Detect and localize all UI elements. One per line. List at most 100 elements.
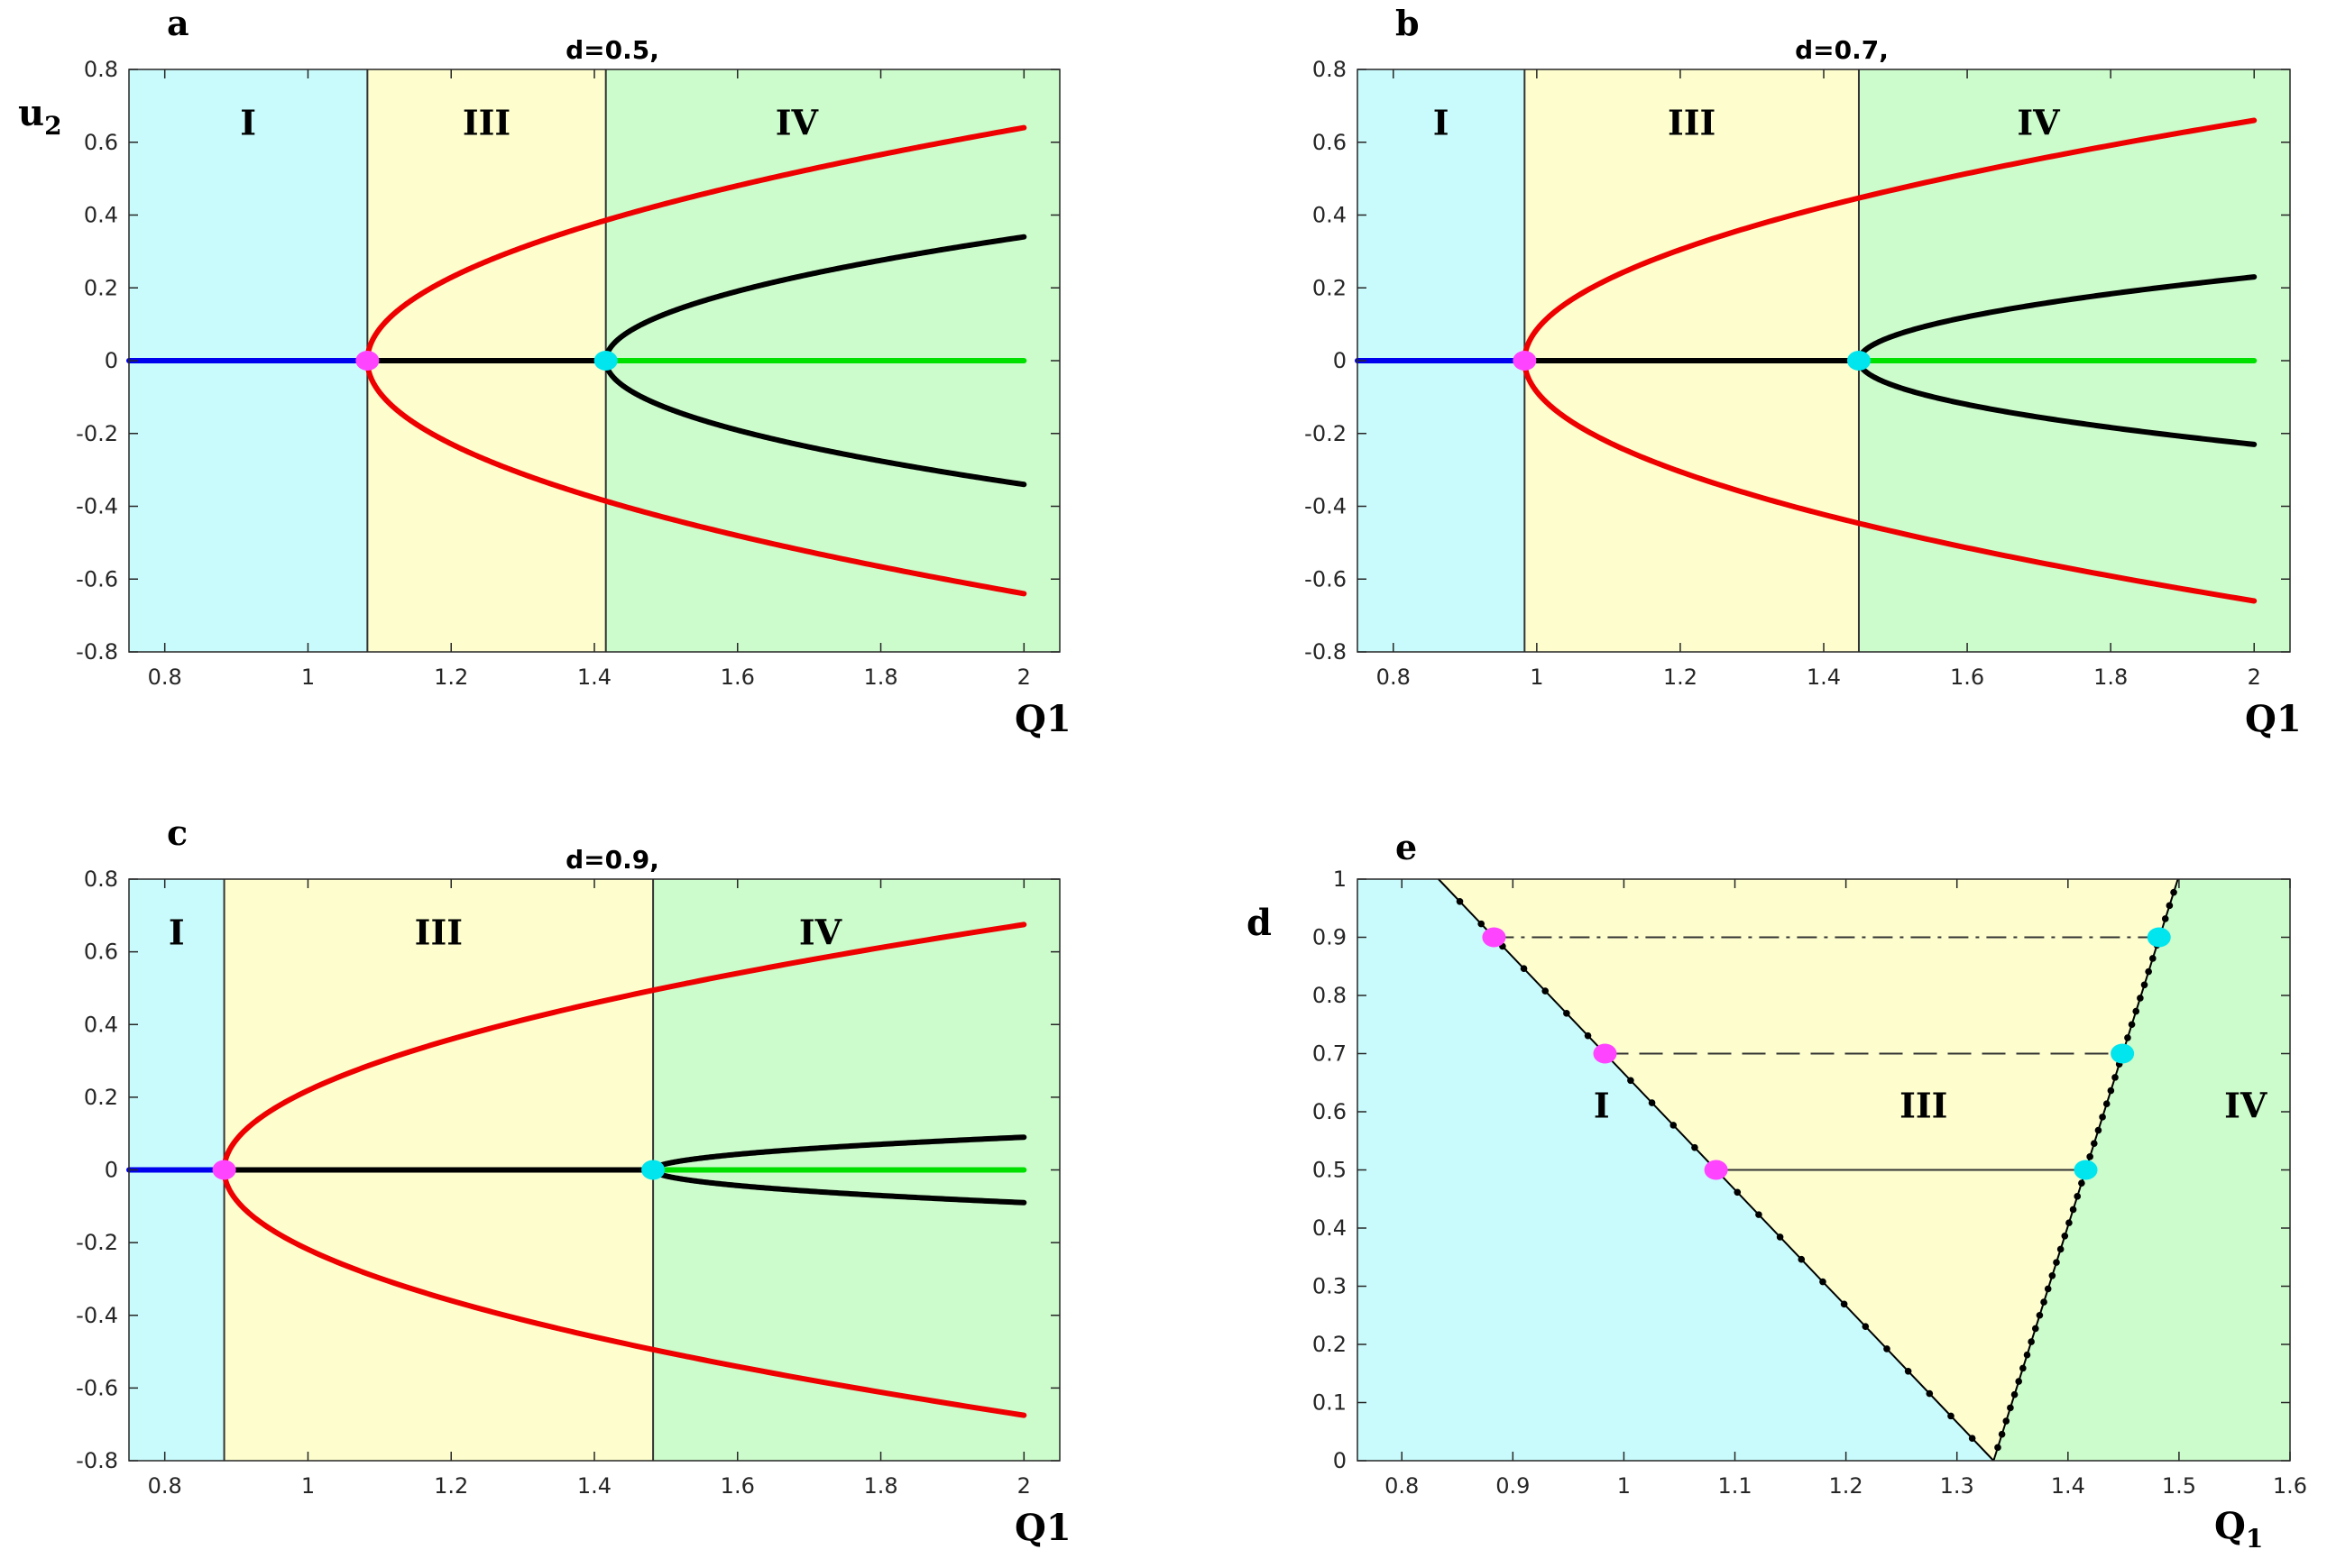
x-tick-label: 1.4 [1807, 665, 1841, 690]
boundary-dot [1669, 1122, 1678, 1129]
boundary-dot [2056, 1245, 2065, 1253]
branch-black-lower [602, 358, 1027, 488]
y-axis-label: d [1246, 902, 1272, 944]
boundary-dot [1798, 1255, 1806, 1263]
y-tick-label: 0.8 [84, 867, 118, 892]
boundary-dot [2166, 902, 2174, 910]
panel-label: b [1395, 3, 1420, 43]
boundary-dot [2140, 981, 2148, 989]
x-tick-label: 2 [1017, 665, 1031, 690]
boundary-dot [2099, 1114, 2106, 1121]
region-label: III [1899, 1085, 1947, 1125]
boundary-dot [2015, 1378, 2022, 1385]
y-tick-label: -0.4 [76, 1303, 118, 1328]
boundary-dot [1734, 1188, 1742, 1197]
boundary-dot [1563, 1010, 1570, 1017]
y-tick-label: 0.4 [84, 203, 118, 228]
panel-title: d=0.9, [566, 845, 659, 875]
x-axis-label: Q1 [2214, 1505, 2263, 1554]
boundary-dot [2031, 1325, 2039, 1333]
boundary-dot [2007, 1404, 2014, 1412]
x-tick-label: 1 [301, 665, 315, 690]
point-cyan [2111, 1043, 2135, 1064]
boundary-dot [2028, 1338, 2035, 1345]
boundary-dot [2132, 1007, 2140, 1015]
boundary-dot [2023, 1351, 2031, 1359]
boundary-dot [1541, 987, 1550, 995]
y-tick-label: 0 [1333, 348, 1347, 373]
boundary-dot [2019, 1364, 2027, 1372]
y-tick-label: -0.8 [76, 1448, 118, 1473]
x-tick-label: 1.6 [721, 1473, 755, 1499]
boundary-dot [2090, 1140, 2098, 1147]
bifurcation-point-cyan [593, 351, 618, 371]
boundary-dot [1520, 965, 1528, 973]
boundary-dot [1776, 1233, 1784, 1241]
y-tick-label: 0.5 [1312, 1158, 1347, 1183]
bifurcation-point-magenta [1513, 351, 1537, 371]
boundary-dot [1819, 1278, 1826, 1286]
boundary-dot [1904, 1367, 1912, 1375]
branch-red-lower [364, 358, 1027, 597]
x-tick-label: 0.8 [1384, 1473, 1419, 1499]
point-magenta [1704, 1160, 1728, 1180]
region-label: I [240, 103, 256, 143]
boundary-dot [2040, 1298, 2047, 1306]
y-tick-label: -0.6 [1304, 566, 1347, 591]
branch-red-lower [1522, 358, 2258, 604]
boundary-dot [1994, 1444, 2001, 1452]
region-label: IV [2224, 1085, 2268, 1125]
region-iv [1993, 879, 2290, 1461]
boundary-dot [1883, 1345, 1890, 1353]
y-tick-label: 0.3 [1312, 1274, 1347, 1299]
y-tick-label: -0.4 [76, 494, 118, 519]
boundary-dot [1947, 1412, 1954, 1420]
y-tick-label: -0.6 [76, 566, 118, 591]
boundary-dot [2124, 1034, 2131, 1041]
y-tick-label: 0 [1333, 1448, 1347, 1473]
x-tick-label: 0.9 [1495, 1473, 1530, 1499]
y-tick-label: -0.6 [76, 1375, 118, 1400]
region-label: I [1594, 1085, 1610, 1125]
panel-label: e [1395, 827, 1417, 867]
y-tick-label: 0.6 [84, 940, 118, 965]
bifurcation-point-magenta [212, 1160, 236, 1180]
boundary-dot [1691, 1143, 1698, 1151]
x-tick-label: 1 [1530, 665, 1543, 690]
boundary-dot [2086, 1153, 2093, 1160]
x-tick-label: 1.8 [2093, 665, 2128, 690]
panel-a: I III IV0.8 1 1.2 1.4 1.6 1.8 2-0.8-0.6-0.4-0.20… [18, 3, 1072, 740]
y-tick-label: 0.8 [1312, 57, 1347, 82]
x-axis-label: Q1 [2245, 698, 2302, 740]
boundary-dot [2074, 1193, 2082, 1200]
boundary-dot [2053, 1259, 2060, 1266]
boundary-dot [1926, 1389, 1934, 1398]
branch-black-lower [1855, 358, 2258, 447]
y-tick-label: 0.9 [1312, 925, 1347, 950]
branch-red-lower [221, 1167, 1027, 1418]
x-tick-label: 1.6 [721, 665, 755, 690]
boundary-dot [2170, 888, 2177, 896]
y-tick-label: -0.8 [76, 639, 118, 665]
y-tick-label: -0.2 [76, 1230, 118, 1255]
x-tick-label: 0.8 [148, 1473, 182, 1499]
y-tick-label: -0.8 [1304, 639, 1347, 665]
x-tick-label: 1.8 [863, 1473, 897, 1499]
bifurcation-point-cyan [641, 1160, 666, 1180]
region-i [1357, 879, 1994, 1461]
y-tick-label: 0.6 [1312, 1099, 1347, 1124]
boundary-dot [1755, 1211, 1762, 1218]
branch-black-upper [1855, 274, 2258, 363]
panel-title: d=0.5, [566, 35, 659, 65]
boundary-dot [2111, 1074, 2119, 1081]
boundary-dot [2078, 1179, 2085, 1187]
boundary-dot [1968, 1435, 1976, 1442]
branch-red-upper [364, 124, 1027, 363]
panel-b: I III IV0.8 1 1.2 1.4 1.6 1.8 2-0.8-0.6-0.4-0.20… [1304, 3, 2302, 740]
region-label: III [1668, 103, 1715, 143]
point-magenta [1482, 927, 1506, 948]
boundary-dot [2107, 1087, 2115, 1095]
x-axis-label: Q1 [1015, 698, 1072, 740]
x-tick-label: 1.2 [1663, 665, 1697, 690]
